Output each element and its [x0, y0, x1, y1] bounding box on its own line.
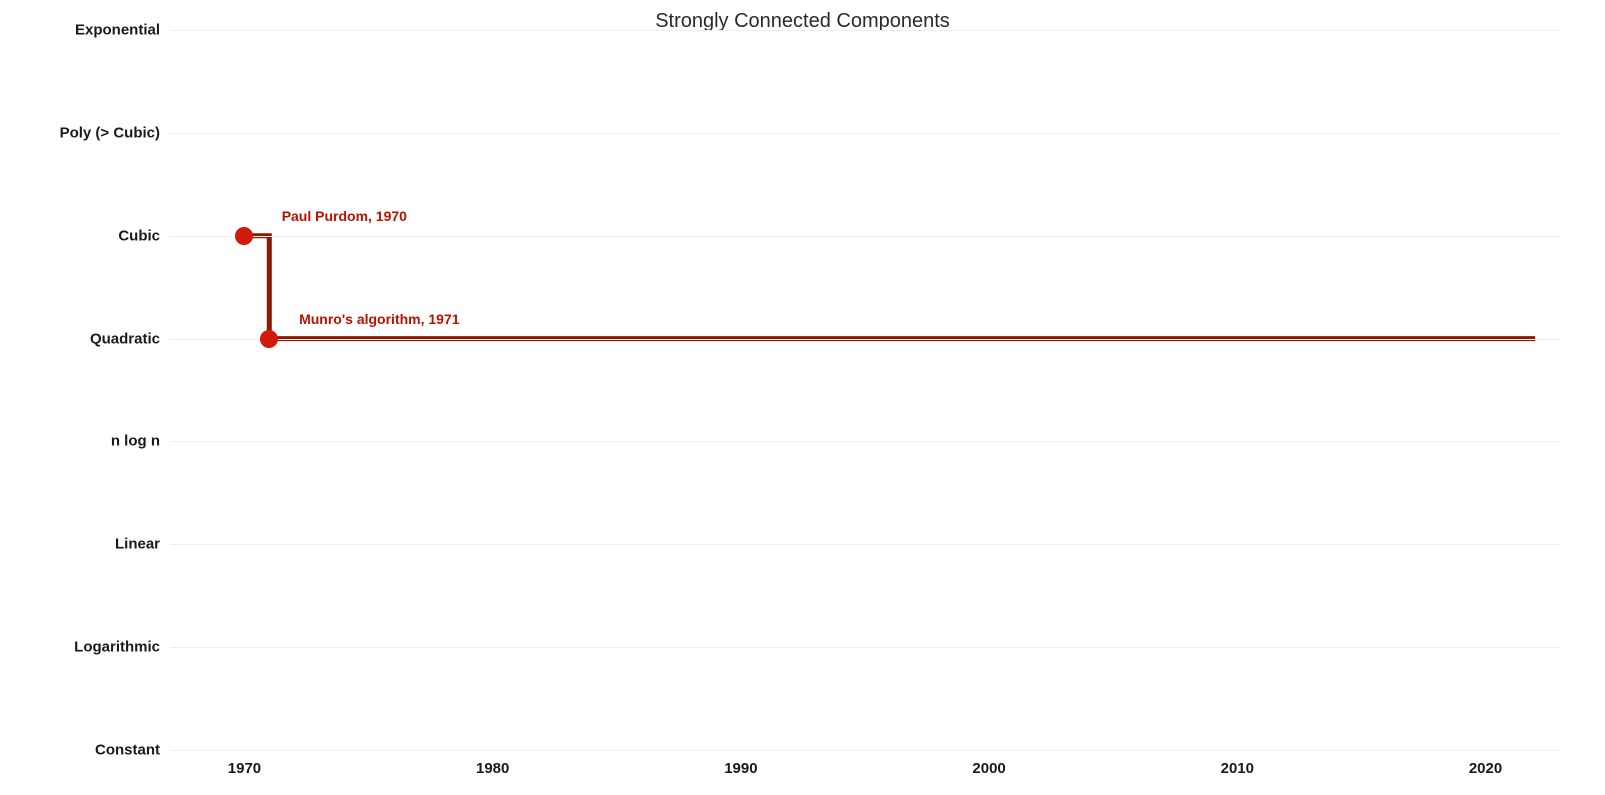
- gridline: [170, 750, 1560, 751]
- data-point: [260, 330, 278, 348]
- gridline: [170, 441, 1560, 442]
- x-tick-label: 1990: [724, 760, 757, 777]
- plot-area: Paul Purdom, 1970 Munro's algorithm, 1971: [170, 30, 1560, 750]
- gridline: [170, 647, 1560, 648]
- annotation-label: Munro's algorithm, 1971: [299, 311, 459, 327]
- y-tick-label: Quadratic: [90, 330, 160, 347]
- y-tick-label: Logarithmic: [74, 639, 160, 656]
- y-tick-label: Poly (> Cubic): [60, 124, 160, 141]
- y-tick-label: Constant: [95, 742, 160, 759]
- y-tick-label: n log n: [111, 433, 160, 450]
- gridline: [170, 339, 1560, 340]
- chart-container: Strongly Connected Components Paul Purdo…: [0, 0, 1605, 795]
- gridline: [170, 544, 1560, 545]
- x-tick-label: 2010: [1221, 760, 1254, 777]
- y-tick-label: Linear: [115, 536, 160, 553]
- annotation-label: Paul Purdom, 1970: [282, 208, 407, 224]
- x-tick-label: 1980: [476, 760, 509, 777]
- y-tick-label: Cubic: [118, 227, 160, 244]
- x-tick-label: 2020: [1469, 760, 1502, 777]
- data-line-svg: [170, 30, 1560, 750]
- x-tick-label: 1970: [228, 760, 261, 777]
- x-tick-label: 2000: [972, 760, 1005, 777]
- data-point: [235, 227, 253, 245]
- gridline: [170, 30, 1560, 31]
- gridline: [170, 236, 1560, 237]
- gridline: [170, 133, 1560, 134]
- y-tick-label: Exponential: [75, 22, 160, 39]
